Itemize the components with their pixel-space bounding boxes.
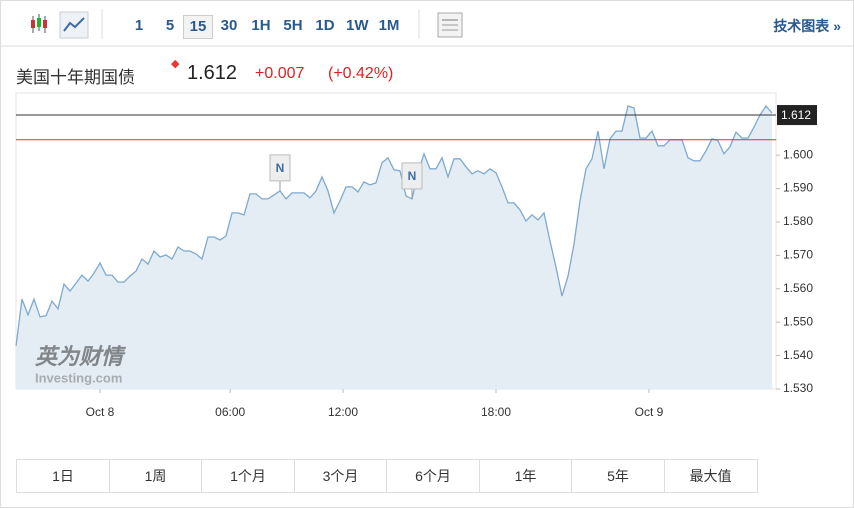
price-change-percent: (+0.42%): [328, 65, 394, 82]
interval-button[interactable]: 5H: [283, 17, 303, 34]
y-tick-label: 1.540: [783, 348, 813, 362]
range-button[interactable]: 1年: [478, 459, 573, 493]
y-tick-label: 1.590: [783, 181, 813, 195]
watermark-brand: 英为财情: [35, 344, 127, 369]
range-button[interactable]: 1周: [108, 459, 203, 493]
range-button[interactable]: 1个月: [201, 459, 295, 493]
area-fill: [16, 106, 772, 389]
range-button[interactable]: 6个月: [386, 459, 480, 493]
toolbar-icons: [1, 9, 853, 47]
price-change: +0.007: [255, 65, 305, 82]
interval-button[interactable]: 5: [165, 17, 175, 34]
y-tick-label: 1.600: [783, 147, 813, 161]
interval-button[interactable]: 1W: [346, 17, 369, 34]
interval-button[interactable]: 30: [220, 17, 238, 34]
price-line: [15, 104, 773, 346]
interval-button[interactable]: 1: [134, 17, 144, 34]
interval-button[interactable]: 1M: [378, 17, 400, 34]
x-tick-label: 06:00: [215, 405, 245, 419]
interval-button[interactable]: 1H: [251, 17, 271, 34]
flag-icon: ◆: [171, 58, 180, 70]
x-tick-label: Oct 8: [86, 405, 115, 419]
instrument-title: 美国十年期国债: [16, 68, 135, 87]
y-tick-label: 1.550: [783, 314, 813, 328]
y-tick-label: 1.530: [783, 381, 813, 395]
event-label: N: [276, 161, 285, 175]
x-tick-label: 18:00: [481, 405, 511, 419]
last-price-box: [777, 105, 817, 126]
range-button[interactable]: 最大值: [663, 459, 758, 493]
last-price: 1.612: [187, 62, 238, 84]
y-tick-label: 1.580: [783, 214, 813, 228]
range-button[interactable]: 5年: [571, 459, 665, 493]
candle-icon[interactable]: [31, 14, 47, 33]
y-tick-label: 1.560: [783, 281, 813, 295]
range-button[interactable]: 1日: [16, 459, 110, 493]
technical-chart-link[interactable]: 技术图表 »: [773, 18, 841, 34]
range-button[interactable]: 3个月: [293, 459, 388, 493]
x-tick-label: 12:00: [328, 405, 358, 419]
event-marker: [401, 162, 423, 190]
x-tick-label: Oct 9: [635, 405, 664, 419]
last-price-label: 1.612: [781, 108, 811, 122]
watermark-site: Investing.com: [35, 370, 122, 385]
event-marker: [269, 154, 291, 182]
interval-button[interactable]: 15: [183, 15, 213, 39]
interval-button[interactable]: 1D: [315, 17, 335, 34]
line-icon-path: [63, 17, 85, 32]
y-tick-label: 1.570: [783, 248, 813, 262]
event-label: N: [408, 169, 417, 183]
